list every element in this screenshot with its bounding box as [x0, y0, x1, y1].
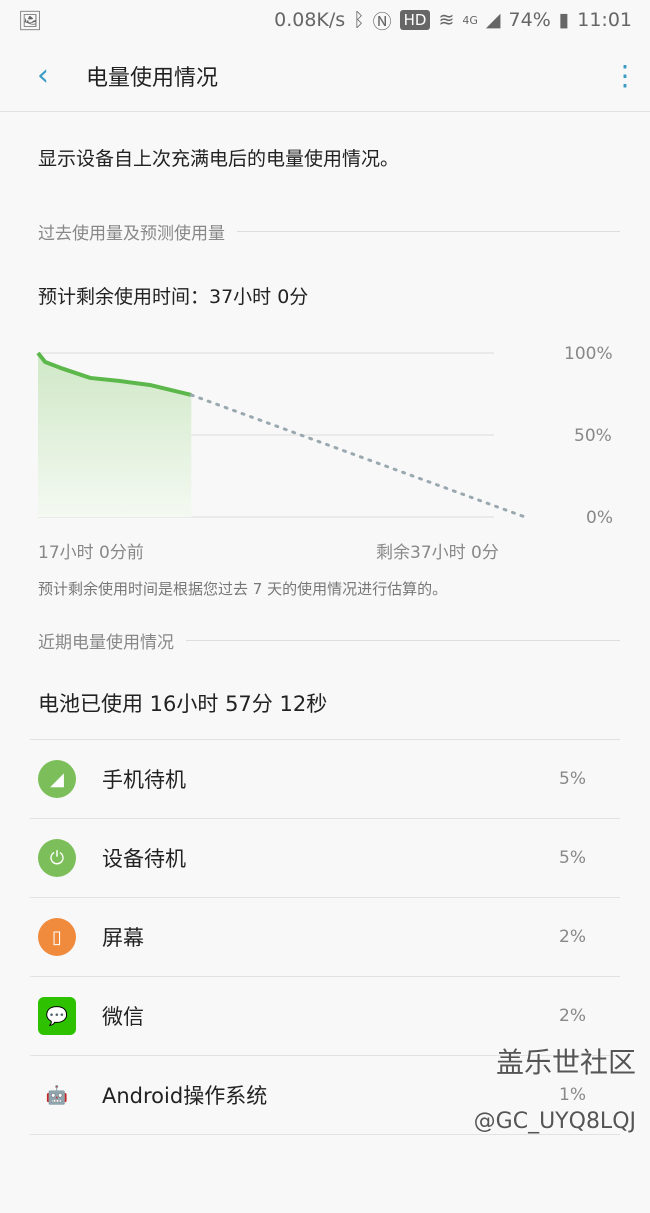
network-speed: 0.08K/s: [274, 9, 346, 31]
watermark-handle: @GC_UYQ8LQJ: [473, 1109, 636, 1134]
y-tick-100: 100%: [564, 344, 613, 364]
app-name: 手机待机: [102, 768, 186, 792]
estimated-remaining: 预计剩余使用时间：37小时 0分: [38, 286, 309, 308]
battery-percent: 74%: [508, 9, 551, 31]
usage-line: [36, 351, 192, 397]
wifi-icon: ≋: [438, 9, 455, 31]
usage-percent: 5%: [559, 848, 586, 868]
app-name: 设备待机: [102, 847, 186, 871]
clock: 11:01: [577, 9, 632, 31]
x-label-start: 17小时 0分前: [38, 543, 144, 563]
bluetooth-icon: ᛒ: [353, 9, 365, 31]
app-usage-row[interactable]: ◢ 手机待机 5%: [30, 739, 620, 818]
y-tick-0: 0%: [586, 508, 613, 528]
app-usage-row[interactable]: ⏻ 设备待机 5%: [30, 818, 620, 897]
watermark: 盖乐世社区: [495, 1046, 636, 1079]
section-title: 过去使用量及预测使用量: [38, 224, 225, 244]
description: 显示设备自上次充满电后的电量使用情况。: [38, 148, 400, 170]
usage-area: [38, 353, 192, 517]
app-name: 屏幕: [102, 926, 144, 950]
app-bar: ‹ 电量使用情况 ⋮: [0, 40, 650, 112]
screen-icon: ▯: [38, 918, 76, 956]
status-bar: 🖼 0.08K/s ᛒ Ⓝ HD ≋ 4G ◢ 74% ▮ 11:01: [0, 0, 650, 40]
app-usage-row[interactable]: 🤖 Android操作系统 1%: [30, 1055, 620, 1134]
app-usage-row[interactable]: [30, 1134, 620, 1213]
y-tick-50: 50%: [574, 426, 612, 446]
prediction-line: [189, 393, 527, 519]
network-type: 4G: [462, 13, 478, 27]
app-name: Android操作系统: [102, 1084, 268, 1108]
recent-section-header: 近期电量使用情况: [0, 628, 650, 653]
more-options-button[interactable]: ⋮: [611, 59, 639, 92]
history-section-header: 过去使用量及预测使用量: [0, 219, 650, 244]
wechat-icon: 💬: [38, 997, 76, 1035]
estimate-note: 预计剩余使用时间是根据您过去 7 天的使用情况进行估算的。: [38, 580, 448, 598]
battery-chart: [36, 351, 527, 519]
signal-icon: ◢: [485, 9, 501, 31]
nfc-icon: Ⓝ: [372, 10, 392, 33]
hd-badge: HD: [399, 10, 431, 30]
app-name: 微信: [102, 1005, 144, 1029]
app-usage-row[interactable]: 💬 微信 2%: [30, 976, 620, 1055]
app-usage-row[interactable]: ▯ 屏幕 2%: [30, 897, 620, 976]
gallery-icon: 🖼: [18, 9, 43, 32]
page-title: 电量使用情况: [86, 65, 219, 91]
back-button[interactable]: ‹: [37, 58, 49, 93]
section-title: 近期电量使用情况: [38, 633, 174, 653]
usage-percent: 2%: [559, 1006, 586, 1026]
usage-percent: 5%: [559, 769, 586, 789]
power-icon: ⏻: [38, 839, 76, 877]
x-label-end: 剩余37小时 0分: [376, 543, 499, 563]
battery-used-time: 电池已使用 16小时 57分 12秒: [38, 692, 328, 716]
battery-icon: ▮: [558, 9, 570, 31]
signal-icon: ◢: [38, 760, 76, 798]
android-icon: 🤖: [45, 1084, 69, 1106]
usage-percent: 1%: [559, 1085, 586, 1105]
usage-percent: 2%: [559, 927, 586, 947]
